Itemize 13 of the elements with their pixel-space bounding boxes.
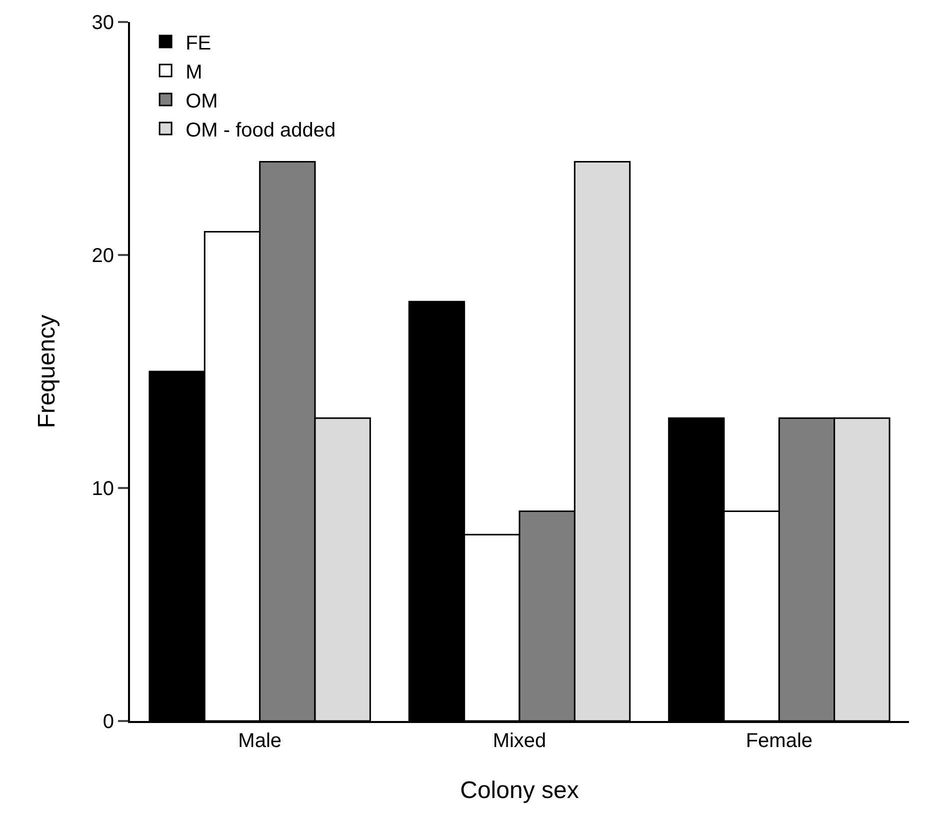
- y-axis-title: Frequency: [33, 314, 60, 428]
- legend-label: M: [186, 61, 202, 84]
- x-tick-label: Male: [238, 730, 282, 752]
- y-tick-label: 30: [92, 12, 114, 34]
- x-tick-label: Female: [746, 730, 813, 752]
- y-tick-label: 10: [92, 478, 114, 500]
- y-tick-label: 0: [102, 711, 114, 733]
- legend-label: OM - food added: [186, 119, 336, 142]
- x-axis-title: Colony sex: [460, 776, 579, 804]
- x-tick-label: Mixed: [492, 730, 546, 752]
- legend-label: OM: [186, 90, 218, 112]
- legend-label: FE: [186, 32, 212, 54]
- y-tick-label: 20: [92, 245, 114, 267]
